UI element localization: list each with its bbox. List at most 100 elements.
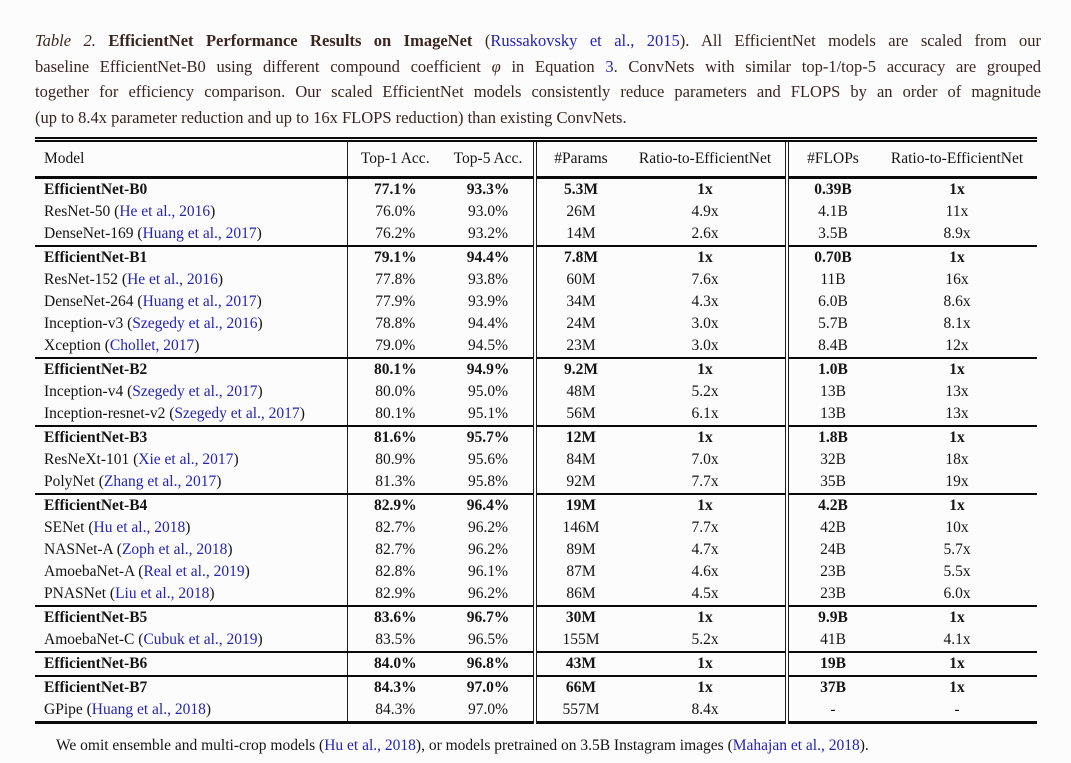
value-cell: 1x — [625, 176, 787, 201]
citation-link[interactable]: He et al., 2016 — [119, 203, 211, 220]
table-row: EfficientNet-B6 84.0% 96.8% 43M 1x 19B 1x — [35, 651, 1037, 676]
citation-link[interactable]: Mahajan et al., 2018 — [732, 737, 860, 754]
table-row: AmoebaNet-C (Cubuk et al., 2019) 83.5% 96.… — [35, 629, 1037, 652]
text-segment: (up to 8.4x parameter reduction and up t… — [35, 107, 627, 127]
citation-link[interactable]: Szegedy et al., 2017 — [132, 383, 258, 400]
citation-link[interactable]: Huang et al., 2018 — [91, 701, 206, 718]
value-cell: 95.8% — [467, 473, 509, 490]
value-cell: 84.3% — [346, 675, 443, 699]
citation-link[interactable]: Cubuk et al., 2019 — [143, 631, 258, 648]
value-cell: 7.8M — [533, 245, 625, 269]
value-cell: 4.6x — [691, 563, 719, 580]
text-segment: ). All EfficientNet models are scaled fr… — [679, 31, 1041, 50]
value-cell: 1.0B — [785, 357, 877, 381]
value-cell: 77.8% — [346, 269, 443, 291]
citation-link[interactable]: 3 — [605, 56, 614, 76]
model-cell: ResNeXt-101 (Xie et al., 2017) — [44, 451, 239, 468]
value-cell: 77.1% — [346, 176, 443, 201]
table-row: DenseNet-169 (Huang et al., 2017) 76.2% 93… — [35, 223, 1037, 246]
citation-link[interactable]: Xie et al., 2017 — [138, 451, 234, 468]
citation-link[interactable]: Zhang et al., 2017 — [103, 473, 217, 490]
value-cell: 4.7x — [691, 541, 719, 558]
value-cell: 19x — [945, 473, 969, 490]
value-cell: 32B — [785, 449, 877, 471]
table-row: EfficientNet-B3 81.6% 95.7% 12M 1x 1.8B 1x — [35, 425, 1037, 449]
model-name: GPipe — [44, 701, 83, 718]
value-cell: 94.4% — [443, 245, 535, 269]
model-cell: NASNet-A (Zoph et al., 2018) — [44, 541, 233, 558]
model-name: Inception-resnet-v2 — [44, 405, 166, 422]
citation-link[interactable]: Real et al., 2019 — [143, 563, 245, 580]
value-cell: 82.9% — [346, 583, 443, 606]
value-cell: 1x — [877, 675, 1037, 699]
value-cell: 97.0% — [467, 701, 509, 718]
value-cell: 146M — [533, 517, 625, 539]
value-cell: 95.0% — [467, 383, 509, 400]
citation-link[interactable]: He et al., 2016 — [127, 271, 218, 288]
citation-link[interactable]: Hu et al., 2018 — [93, 519, 186, 536]
value-cell: 5.5x — [943, 563, 971, 580]
value-cell: 7.0x — [691, 451, 719, 468]
citation-link[interactable]: Hu et al., 2018 — [324, 737, 416, 754]
value-cell: 42B — [785, 517, 877, 539]
model-cell: EfficientNet-B5 — [35, 605, 347, 629]
citation-link[interactable]: Chollet, 2017 — [109, 337, 195, 354]
value-cell: 9.2M — [533, 357, 625, 381]
citation-link[interactable]: Szegedy et al., 2017 — [174, 405, 300, 422]
results-table-body: EfficientNet-B0 77.1% 93.3% 5.3M 1x 0.39B 1x Re… — [35, 176, 1037, 723]
value-cell: 37B — [785, 675, 877, 699]
citation-link[interactable]: Huang et al., 2017 — [142, 293, 257, 310]
header-model: Model — [35, 139, 347, 179]
citation-link[interactable]: Liu et al., 2018 — [115, 585, 210, 602]
value-cell: 16x — [945, 271, 969, 288]
value-cell: 12x — [945, 337, 969, 354]
table-row: ResNet-152 (He et al., 2016) 77.8% 93.8% 60… — [35, 269, 1037, 291]
caption-line: Table 2. EfficientNet Performance Result… — [35, 28, 1041, 54]
value-cell: 82.9% — [346, 493, 443, 517]
value-cell: 82.8% — [346, 561, 443, 583]
citation-link[interactable]: Szegedy et al., 2016 — [132, 315, 258, 332]
model-cell: DenseNet-169 (Huang et al., 2017) — [44, 225, 262, 242]
value-cell: 81.6% — [346, 425, 443, 449]
value-cell: 82.7% — [346, 517, 443, 539]
value-cell: 84M — [533, 449, 625, 471]
model-name: EfficientNet-B0 — [44, 181, 148, 198]
value-cell: 18x — [945, 451, 969, 468]
value-cell: 557M — [533, 699, 625, 723]
model-name: ResNet-50 — [44, 203, 111, 220]
header-flops-ratio: Ratio-to-EfficientNet — [877, 139, 1037, 179]
text-segment: ( — [472, 31, 491, 50]
value-cell: 13x — [945, 405, 969, 422]
caption-line: (up to 8.4x parameter reduction and up t… — [35, 105, 1041, 131]
text-segment: . ConvNets with similar top-1/top-5 accu… — [613, 56, 1041, 76]
model-name: EfficientNet-B3 — [44, 429, 148, 446]
table-row: EfficientNet-B0 77.1% 93.3% 5.3M 1x 0.39B 1x — [35, 176, 1037, 201]
value-cell: 82.7% — [346, 539, 443, 561]
header-top1-acc: Top-1 Acc. — [346, 139, 443, 179]
value-cell: 8.6x — [943, 293, 971, 310]
value-cell: 1x — [877, 493, 1037, 517]
model-cell: AmoebaNet-C (Cubuk et al., 2019) — [44, 631, 263, 648]
citation-link[interactable]: Huang et al., 2017 — [142, 225, 257, 242]
table-caption: Table 2. EfficientNet Performance Result… — [35, 28, 1041, 130]
value-cell: 96.8% — [443, 651, 535, 676]
value-cell: 8.4B — [785, 335, 877, 358]
value-cell: 97.0% — [443, 675, 535, 699]
citation-link[interactable]: Russakovsky et al., 2015 — [490, 31, 680, 50]
model-cell: EfficientNet-B1 — [35, 245, 347, 269]
header-flops: #FLOPs — [785, 139, 877, 179]
model-cell: Inception-v3 (Szegedy et al., 2016) — [44, 315, 263, 332]
value-cell: 2.6x — [691, 225, 719, 242]
value-cell: 80.1% — [346, 357, 443, 381]
value-cell: 23M — [533, 335, 625, 358]
value-cell: 80.0% — [346, 381, 443, 403]
citation-link[interactable]: Zoph et al., 2018 — [121, 541, 228, 558]
model-cell: Xception (Chollet, 2017) — [44, 337, 200, 354]
value-cell: 83.6% — [346, 605, 443, 629]
value-cell: 1x — [625, 651, 787, 676]
value-cell: 0.39B — [785, 176, 877, 201]
value-cell: 3.0x — [691, 337, 719, 354]
caption-line: baseline EfficientNet-B0 using different… — [35, 54, 1041, 80]
value-cell: 7.7x — [691, 519, 719, 536]
